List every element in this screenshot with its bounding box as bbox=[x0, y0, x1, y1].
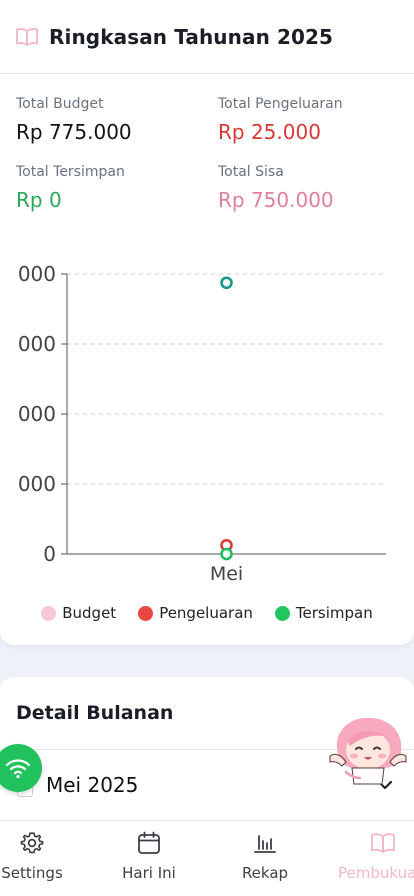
y-tick-label: 0 bbox=[43, 542, 56, 566]
divider bbox=[0, 749, 414, 750]
stat-value: Rp 25.000 bbox=[218, 120, 321, 144]
chart-legend: Budget Pengeluaran Tersimpan bbox=[0, 604, 414, 622]
wifi-icon bbox=[5, 759, 31, 779]
stat-label: Total Budget bbox=[16, 96, 104, 112]
legend-swatch bbox=[41, 605, 57, 621]
stat-total-sisa: Total Sisa Rp 750.000 bbox=[218, 164, 406, 212]
stat-value: Rp 775.000 bbox=[16, 120, 132, 144]
legend-label: Tersimpan bbox=[295, 604, 373, 622]
stat-label: Total Pengeluaran bbox=[218, 96, 343, 112]
legend-swatch bbox=[138, 605, 154, 621]
stat-total-tersimpan: Total Tersimpan Rp 0 bbox=[16, 164, 218, 212]
stat-total-budget: Total Budget Rp 775.000 bbox=[16, 96, 218, 144]
gear-icon bbox=[20, 832, 44, 854]
legend-label: Pengeluaran bbox=[159, 604, 253, 622]
y-tick-label: 000 bbox=[18, 472, 56, 496]
y-tick-label: 000 bbox=[18, 402, 56, 426]
data-point-tersimpan bbox=[220, 547, 233, 561]
summary-stats: Total Budget Rp 775.000 Total Pengeluara… bbox=[16, 96, 406, 212]
month-label: Mei 2025 bbox=[46, 773, 139, 797]
summary-header: Ringkasan Tahunan 2025 bbox=[0, 0, 414, 74]
nav-label: Pembukua bbox=[338, 864, 414, 882]
data-point-budget bbox=[220, 276, 233, 290]
nav-item-hari-ini[interactable]: Hari Ini bbox=[114, 821, 184, 896]
nav-label: Hari Ini bbox=[122, 864, 176, 882]
stat-label: Total Tersimpan bbox=[16, 164, 125, 180]
legend-item-tersimpan[interactable]: Tersimpan bbox=[274, 604, 373, 622]
x-tick-label: Mei bbox=[210, 563, 243, 585]
annual-chart: 0 000 000 000 000 Mei bbox=[0, 258, 414, 588]
y-tick-label: 000 bbox=[18, 262, 56, 286]
nav-label: Settings bbox=[1, 864, 63, 882]
detail-title: Detail Bulanan bbox=[16, 702, 174, 724]
nav-item-rekap[interactable]: Rekap bbox=[234, 821, 296, 896]
nav-item-settings[interactable]: Settings bbox=[0, 821, 64, 896]
nav-item-pembukuan[interactable]: Pembukua bbox=[338, 821, 414, 896]
mascot-sticker[interactable] bbox=[326, 712, 410, 788]
annual-summary-card: Ringkasan Tahunan 2025 Total Budget Rp 7… bbox=[0, 0, 414, 622]
y-tick-label: 000 bbox=[18, 332, 56, 356]
calendar-icon bbox=[138, 831, 160, 854]
stat-value: Rp 0 bbox=[16, 188, 62, 212]
legend-item-pengeluaran[interactable]: Pengeluaran bbox=[138, 604, 253, 622]
wifi-status-button[interactable] bbox=[0, 744, 42, 792]
book-open-icon bbox=[371, 833, 395, 853]
bottom-navigation: Settings Hari Ini Rekap Pembukua bbox=[0, 820, 414, 896]
book-open-icon bbox=[15, 27, 39, 47]
nav-label: Rekap bbox=[241, 864, 289, 882]
legend-swatch bbox=[274, 605, 290, 621]
bar-chart-icon bbox=[254, 835, 276, 853]
legend-label: Budget bbox=[62, 604, 117, 622]
stat-total-pengeluaran: Total Pengeluaran Rp 25.000 bbox=[218, 96, 406, 144]
stat-value: Rp 750.000 bbox=[218, 188, 334, 212]
legend-item-budget[interactable]: Budget bbox=[41, 604, 116, 622]
summary-title: Ringkasan Tahunan 2025 bbox=[49, 24, 334, 49]
stat-label: Total Sisa bbox=[218, 164, 284, 180]
